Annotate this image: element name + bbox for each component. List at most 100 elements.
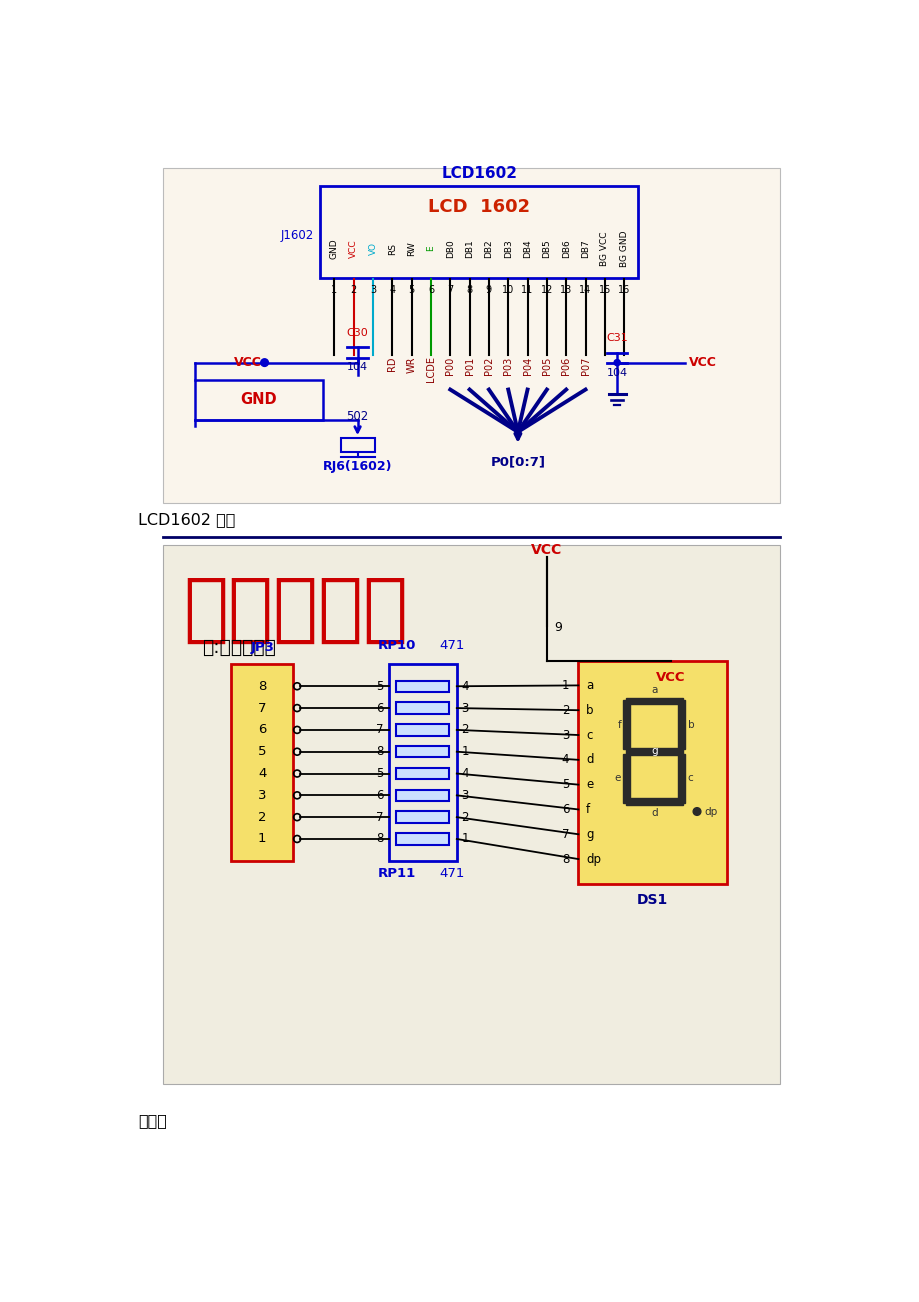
Text: 471: 471 [439,639,465,652]
Text: c: c [585,729,592,742]
Text: P06: P06 [561,357,571,375]
Text: a: a [651,685,657,695]
Text: P03: P03 [503,357,513,375]
Bar [195,380,323,419]
Circle shape [261,359,267,366]
Text: dp: dp [585,853,600,866]
Bar [625,798,682,806]
Text: LCD1602: LCD1602 [441,165,516,181]
Text: 2: 2 [350,285,357,296]
Text: VCC: VCC [530,543,562,557]
Text: 104: 104 [606,367,627,378]
Text: 8: 8 [466,285,472,296]
Bar [625,747,682,755]
Text: 2: 2 [561,703,569,716]
Text: VCC: VCC [349,240,357,258]
Text: 13: 13 [560,285,572,296]
Text: C30: C30 [346,328,368,339]
Text: DB4: DB4 [523,240,531,258]
Text: DB1: DB1 [465,240,473,258]
Text: 6: 6 [427,285,434,296]
Text: P05: P05 [541,357,551,375]
Text: 4: 4 [561,754,569,767]
Text: 3: 3 [257,789,267,802]
Text: 2: 2 [461,811,469,824]
Text: 6: 6 [561,803,569,816]
Text: c: c [687,773,693,784]
Text: 5: 5 [408,285,414,296]
Bar [625,698,682,704]
Bar [677,700,685,749]
Text: GND: GND [330,238,338,259]
Text: DB6: DB6 [562,240,570,258]
Text: 数码管: 数码管 [138,1113,167,1128]
Text: 4: 4 [258,767,267,780]
Text: 1: 1 [461,745,469,758]
Text: g: g [651,746,657,756]
Text: GND: GND [240,392,277,408]
Text: DB5: DB5 [542,240,550,258]
Text: 3: 3 [369,285,376,296]
Text: dp: dp [704,806,717,816]
Text: 2: 2 [257,811,267,824]
Text: 7: 7 [561,828,569,841]
Text: 5: 5 [376,767,383,780]
Text: 7: 7 [376,724,383,737]
Text: 3: 3 [562,729,569,742]
Text: 1: 1 [331,285,337,296]
Bar [163,546,779,1085]
Text: 14: 14 [579,285,591,296]
Bar [623,754,630,803]
Text: 4: 4 [461,767,469,780]
Text: LCD  1602: LCD 1602 [427,198,529,216]
Text: 9: 9 [554,621,562,634]
Text: 2: 2 [461,724,469,737]
Text: a: a [585,678,593,691]
Text: 1: 1 [461,832,469,845]
Text: VO: VO [369,242,377,255]
Text: 3: 3 [461,702,469,715]
Bar [320,185,638,277]
Text: 12: 12 [540,285,552,296]
Text: 9: 9 [485,285,492,296]
Text: VCC: VCC [233,357,261,368]
Text: BG VCC: BG VCC [600,232,608,266]
Text: 10: 10 [502,285,514,296]
Text: 7: 7 [376,811,383,824]
Text: 8: 8 [376,745,383,758]
Text: 4: 4 [389,285,395,296]
Text: 静态数码管: 静态数码管 [183,574,408,647]
Text: 471: 471 [439,867,465,880]
Bar [396,702,448,713]
Text: VCC: VCC [687,357,716,368]
Bar [396,833,448,845]
Bar [396,811,448,823]
Bar [340,437,374,452]
Text: BG GND: BG GND [619,230,628,267]
Text: C31: C31 [606,333,628,344]
Text: RD: RD [387,357,397,371]
Text: 3: 3 [461,789,469,802]
Text: RP10: RP10 [378,639,416,652]
Text: DB0: DB0 [446,240,454,258]
Bar [396,768,448,779]
Bar [677,754,685,803]
Text: LCD1602 电路: LCD1602 电路 [138,512,235,527]
Circle shape [614,359,619,366]
Bar [388,664,456,861]
Text: 5: 5 [257,745,267,758]
Text: 8: 8 [376,832,383,845]
Text: g: g [585,828,593,841]
Text: f: f [585,803,590,816]
Text: 7: 7 [447,285,453,296]
Text: P01: P01 [464,357,474,375]
Text: VCC: VCC [655,671,685,684]
Bar [623,700,630,749]
Text: 11: 11 [521,285,533,296]
Text: 8: 8 [562,853,569,866]
Text: 6: 6 [376,789,383,802]
Bar [163,168,779,503]
Bar [578,660,726,884]
Text: 7: 7 [257,702,267,715]
Text: 注:共阳数码管: 注:共阳数码管 [201,638,276,658]
